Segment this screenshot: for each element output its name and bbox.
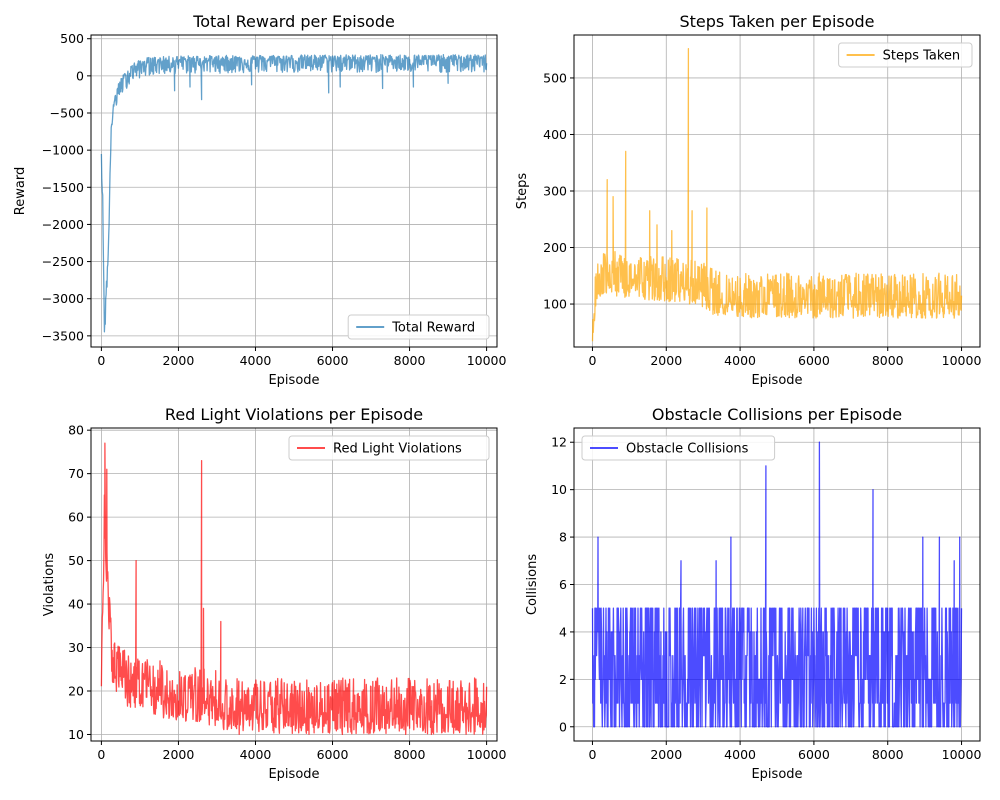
x-tick-label: 4000: [724, 747, 756, 762]
x-tick-label: 6000: [798, 353, 830, 368]
y-tick-label: 500: [543, 70, 567, 85]
y-axis-label: Steps: [515, 173, 530, 210]
y-tick-label: −3000: [42, 291, 84, 306]
series-line: [100, 442, 488, 736]
legend-box: [581, 435, 776, 461]
series-line: [591, 47, 963, 342]
y-tick-label: 400: [543, 127, 567, 142]
y-tick-label: 100: [543, 297, 567, 312]
y-tick-label: 200: [543, 240, 567, 255]
x-tick-label: 8000: [872, 747, 904, 762]
chart-title: Steps Taken per Episode: [679, 12, 874, 31]
y-tick-label: 500: [60, 31, 84, 46]
x-tick-label: 8000: [872, 353, 904, 368]
x-tick-label: 6000: [317, 747, 349, 762]
x-axis-label: Episode: [268, 373, 319, 388]
y-tick-label: 50: [68, 553, 84, 568]
legend-box: [347, 314, 490, 340]
y-tick-label: 0: [559, 719, 567, 734]
chart-title: Total Reward per Episode: [192, 12, 395, 31]
series-line: [591, 441, 963, 728]
y-tick-label: −2500: [42, 254, 84, 269]
x-tick-label: 8000: [394, 747, 426, 762]
plot-frame: [90, 34, 498, 348]
y-tick-label: 70: [68, 466, 84, 481]
y-tick-label: 12: [551, 435, 567, 450]
x-tick-label: 2000: [163, 353, 195, 368]
legend: Total Reward: [347, 314, 490, 340]
x-tick-label: 10000: [467, 747, 507, 762]
x-tick-label: 10000: [942, 747, 982, 762]
y-tick-label: −500: [50, 106, 84, 121]
x-tick-label: 10000: [467, 353, 507, 368]
y-tick-label: 80: [68, 423, 84, 438]
y-tick-label: −2000: [42, 217, 84, 232]
y-tick-label: −1000: [42, 143, 84, 158]
x-tick-label: 8000: [394, 353, 426, 368]
x-tick-label: 10000: [942, 353, 982, 368]
chart-panel-1: 0 2000 4000 6000 8000 10000 −3500 −3000 −2500 −20…: [13, 12, 507, 388]
y-tick-label: 6: [559, 577, 567, 592]
x-tick-label: 6000: [317, 353, 349, 368]
y-tick-label: 0: [76, 68, 84, 83]
y-tick-label: 4: [559, 624, 567, 639]
y-tick-label: 60: [68, 510, 84, 525]
y-axis-label: Collisions: [525, 554, 540, 615]
x-axis-label: Episode: [751, 767, 802, 782]
chart-panel-2: 0 2000 4000 6000 8000 10000 100 200 300 400 500 Ste…: [515, 12, 981, 388]
legend-label: Red Light Violations: [333, 442, 462, 457]
x-tick-label: 2000: [650, 747, 682, 762]
y-tick-label: 40: [68, 597, 84, 612]
y-tick-label: 10: [551, 482, 567, 497]
x-tick-label: 4000: [240, 353, 272, 368]
x-axis-label: Episode: [268, 767, 319, 782]
legend-box: [838, 42, 973, 68]
chart-panel-3: 0 2000 4000 6000 8000 10000 10 20 30 40 50 60 70 80 Re…: [42, 405, 507, 782]
y-tick-label: 30: [68, 640, 84, 655]
y-tick-label: −1500: [42, 180, 84, 195]
x-tick-label: 0: [97, 747, 105, 762]
y-tick-label: −3500: [42, 328, 84, 343]
legend: Steps Taken: [838, 42, 973, 68]
legend-label: Total Reward: [391, 321, 475, 336]
x-tick-label: 4000: [724, 353, 756, 368]
y-axis-label: Reward: [13, 167, 28, 215]
legend-label: Obstacle Collisions: [626, 442, 749, 457]
series-line: [100, 54, 488, 333]
x-tick-label: 2000: [650, 353, 682, 368]
chart-title: Red Light Violations per Episode: [165, 405, 423, 424]
x-tick-label: 0: [588, 353, 596, 368]
x-axis-label: Episode: [751, 373, 802, 388]
legend-box: [288, 435, 490, 461]
y-tick-label: 2: [559, 672, 567, 687]
x-tick-label: 4000: [240, 747, 272, 762]
legend: Obstacle Collisions: [581, 435, 776, 461]
y-tick-label: 20: [68, 684, 84, 699]
x-tick-label: 2000: [163, 747, 195, 762]
y-tick-label: 10: [68, 727, 84, 742]
chart-title: Obstacle Collisions per Episode: [652, 405, 902, 424]
x-tick-label: 6000: [798, 747, 830, 762]
y-tick-label: 8: [559, 530, 567, 545]
legend: Red Light Violations: [288, 435, 490, 461]
x-tick-label: 0: [588, 747, 596, 762]
plot-frame: [90, 427, 498, 742]
x-tick-label: 0: [97, 353, 105, 368]
y-axis-label: Violations: [42, 553, 57, 617]
legend-label: Steps Taken: [883, 49, 961, 64]
y-tick-label: 300: [543, 184, 567, 199]
chart-panel-4: 0 2000 4000 6000 8000 10000 0 2 4 6 8 10 12 Obstacle …: [525, 405, 981, 782]
